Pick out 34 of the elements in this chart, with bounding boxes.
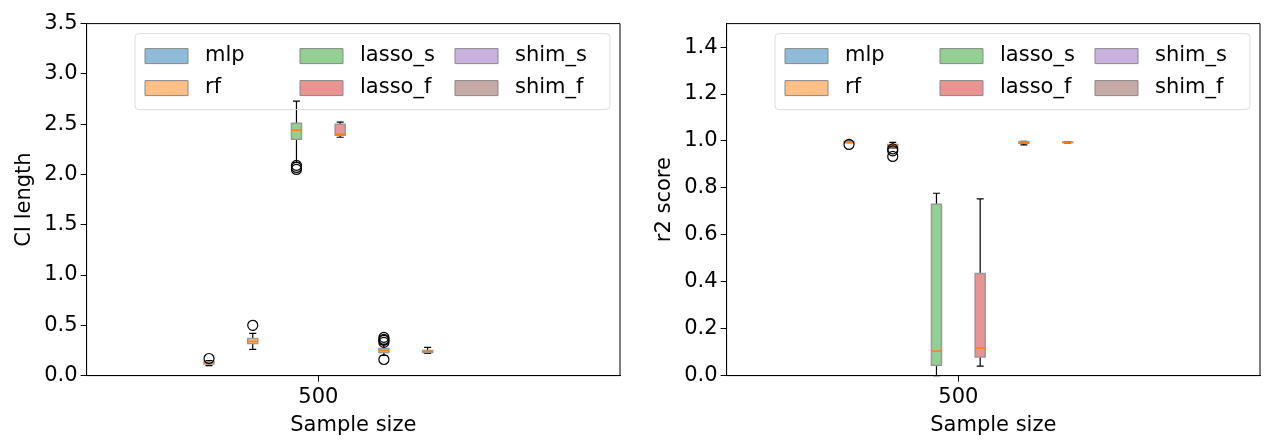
legend-label: mlp — [845, 42, 885, 67]
legend-label: mlp — [205, 42, 245, 67]
y-tick-label: 2.0 — [44, 160, 78, 185]
legend-label: shim_s — [1155, 42, 1227, 68]
legend-label: lasso_s — [1000, 42, 1075, 68]
y-tick-label: 0.6 — [684, 221, 718, 246]
y-tick-label: 1.4 — [684, 33, 718, 58]
legend-label: rf — [205, 74, 222, 99]
legend-label: lasso_f — [360, 74, 432, 100]
legend-label: rf — [845, 74, 862, 99]
y-tick-label: 2.5 — [44, 110, 78, 135]
legend-label: shim_f — [515, 74, 585, 100]
y-tick-label: 0.8 — [684, 174, 718, 199]
y-tick-label: 1.0 — [684, 127, 718, 152]
y-axis-title: r2 score — [651, 157, 676, 243]
y-tick-label: 3.0 — [44, 60, 78, 85]
x-axis-title: Sample size — [930, 411, 1057, 436]
y-tick-label: 1.0 — [44, 261, 78, 286]
x-tick-label: 500 — [298, 383, 339, 408]
legend-label: lasso_f — [1000, 74, 1072, 100]
legend-label: lasso_s — [360, 42, 435, 68]
y-tick-label: 0.0 — [684, 362, 718, 387]
y-tick-label: 0.5 — [44, 311, 78, 336]
y-tick-label: 1.2 — [684, 80, 718, 105]
x-axis-title: Sample size — [290, 411, 417, 436]
y-axis-title: CI length — [11, 152, 36, 247]
y-tick-label: 0.0 — [44, 362, 78, 387]
y-tick-label: 1.5 — [44, 211, 78, 236]
legend-label: shim_f — [1155, 74, 1225, 100]
x-tick-label: 500 — [938, 383, 979, 408]
y-tick-label: 3.5 — [44, 10, 78, 35]
legend-label: shim_s — [515, 42, 587, 68]
y-tick-label: 0.4 — [684, 268, 718, 293]
y-tick-label: 0.2 — [684, 315, 718, 340]
